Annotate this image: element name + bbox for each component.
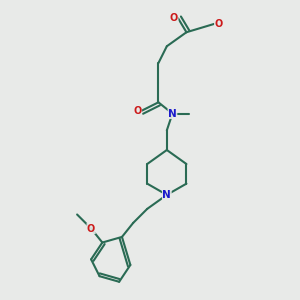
Text: N: N <box>162 190 171 200</box>
Text: O: O <box>87 224 95 233</box>
Text: N: N <box>168 109 177 118</box>
Text: O: O <box>170 13 178 23</box>
Text: O: O <box>214 19 223 29</box>
Text: O: O <box>133 106 142 116</box>
